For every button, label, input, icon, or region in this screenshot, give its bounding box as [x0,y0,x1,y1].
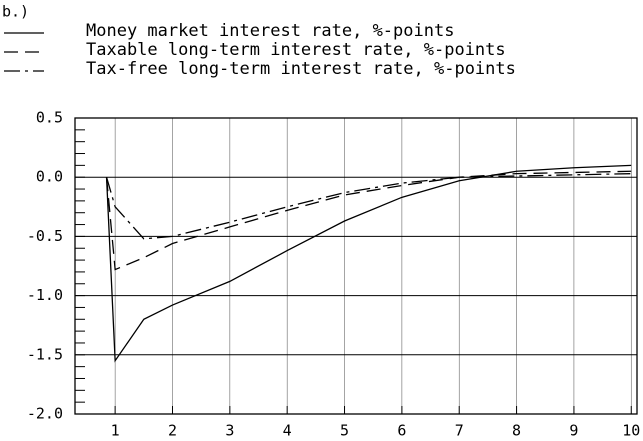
x-tick-label: 5 [340,422,349,440]
series-line [105,170,632,271]
y-tick-label: 0.0 [36,168,63,186]
x-tick-label: 10 [622,422,640,440]
x-tick-label: 4 [283,422,292,440]
x-tick-label: 1 [111,422,120,440]
legend-label: Taxable long-term interest rate, %-point… [86,40,506,60]
x-tick-label: 8 [512,422,521,440]
legend-label: Money market interest rate, %-points [86,21,454,41]
series-line [105,172,632,240]
y-tick-label: -0.5 [27,227,63,245]
x-tick-label: 9 [569,422,578,440]
x-tick-label: 3 [225,422,234,440]
y-tick-label: 0.5 [36,109,63,127]
x-tick-label: 7 [455,422,464,440]
y-tick-label: -1.0 [27,286,63,304]
series-line [105,164,632,363]
y-tick-label: -1.5 [27,345,63,363]
chart-title: b.) [2,3,29,21]
x-tick-label: 6 [397,422,406,440]
plot-frame [74,117,638,415]
legend-label: Tax-free long-term interest rate, %-poin… [86,59,516,79]
y-tick-label: -2.0 [27,405,63,423]
x-tick-label: 2 [168,422,177,440]
